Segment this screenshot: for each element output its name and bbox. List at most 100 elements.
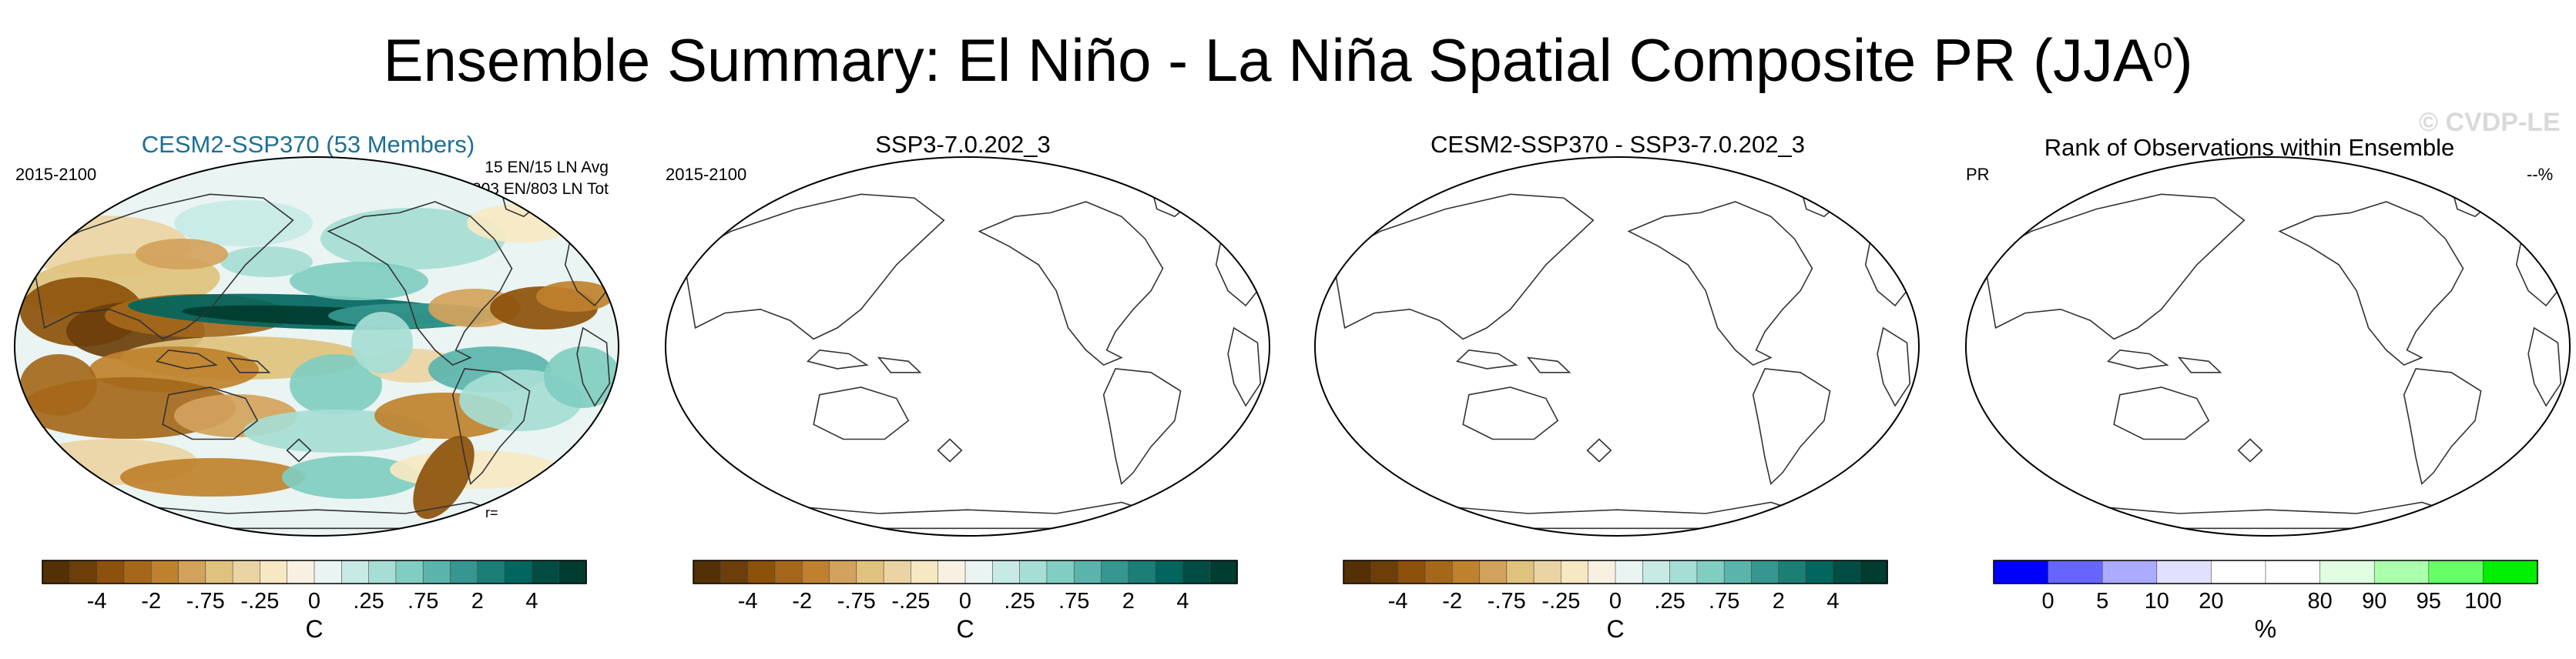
coastline-0 <box>978 201 1164 366</box>
panel-1-title: CESM2-SSP370 (53 Members) <box>141 131 475 158</box>
colorbar-tick-label-8: 4 <box>525 589 538 614</box>
colorbar-swatch-1 <box>1370 560 1399 584</box>
coastline-1 <box>451 368 531 485</box>
colorbar-swatch-5 <box>2265 560 2321 584</box>
coastline-3 <box>1983 193 2246 340</box>
coastline-6 <box>1455 349 1518 370</box>
colorbar-swatch-15 <box>450 560 478 584</box>
panel-3-map <box>1314 156 1920 537</box>
colorbar-tick-label-5: .25 <box>1004 589 1035 614</box>
colorbar-swatch-4 <box>2211 560 2266 584</box>
panel-4-percent-label: --% <box>2527 165 2554 184</box>
colorbar-swatch-10 <box>964 560 994 584</box>
colorbar-swatch-4 <box>801 560 830 584</box>
colorbar-tick-label-7: 100 <box>2464 589 2501 614</box>
map-field <box>1315 157 1919 536</box>
panel-3-title: CESM2-SSP370 - SSP3-7.0.202_3 <box>1431 131 1805 158</box>
colorbar-tick-label-4: 80 <box>2307 589 2332 614</box>
colorbar-swatch-3 <box>2156 560 2212 584</box>
coastline-1 <box>1102 368 1182 485</box>
colorbar-tick-label-3: -.25 <box>891 589 930 614</box>
colorbar-swatch-10 <box>1615 560 1644 584</box>
colorbar-tick-label-1: 5 <box>2096 589 2108 614</box>
colorbar-swatch-8 <box>1561 560 1589 584</box>
colorbar-swatch-11 <box>1642 560 1671 584</box>
colorbar-tick-label-7: 2 <box>1773 589 1785 614</box>
title-superscript: 0 <box>2152 35 2173 75</box>
colorbar-swatch-9 <box>287 560 315 584</box>
colorbar-tick-label-4: 0 <box>1609 589 1622 614</box>
colorbar-tick-label-5: .25 <box>353 589 384 614</box>
colorbar-swatch-0 <box>693 560 722 584</box>
coastline-8 <box>813 386 910 440</box>
colorbar-tick-label-6: .75 <box>1709 589 1739 614</box>
colorbar-swatch-16 <box>477 560 505 584</box>
colorbar-tick-label-2: -.75 <box>1488 589 1526 614</box>
field-blob-27 <box>282 456 421 499</box>
coastline-9 <box>2237 438 2263 463</box>
colorbar-swatch-11 <box>991 560 1021 584</box>
colorbar-swatch-13 <box>395 560 424 584</box>
coastline-9 <box>937 438 963 463</box>
colorbar-swatch-8 <box>260 560 288 584</box>
coastline-9 <box>1586 438 1612 463</box>
colorbar-swatch-0 <box>1993 560 2049 584</box>
panel-1-period-label: 2015-2100 <box>15 165 97 184</box>
colorbar-swatch-1 <box>69 560 98 584</box>
map-border <box>1965 156 2571 537</box>
field-blob-29 <box>220 246 313 277</box>
colorbar-swatch-19 <box>1209 560 1238 584</box>
colorbar-swatch-12 <box>368 560 397 584</box>
colorbar-swatch-13 <box>1696 560 1725 584</box>
colorbar-unit-label: % <box>2255 615 2276 643</box>
colorbar-swatch-16 <box>1778 560 1806 584</box>
map-field <box>15 157 619 536</box>
colorbar-swatch-15 <box>1751 560 1779 584</box>
colorbar-swatch-17 <box>504 560 533 584</box>
colorbar-swatch-5 <box>1479 560 1508 584</box>
coastline-7 <box>877 356 922 373</box>
colorbar-tick-label-7: 2 <box>1122 589 1135 614</box>
colorbar-tick-label-0: 0 <box>2042 589 2054 614</box>
colorbar-tick-label-4: 0 <box>308 589 320 614</box>
colorbar-swatch-19 <box>1860 560 1888 584</box>
colorbar-swatch-9 <box>1588 560 1616 584</box>
colorbar-swatch-1 <box>719 560 749 584</box>
map-background <box>1966 157 2570 536</box>
coastline-7 <box>1526 356 1571 373</box>
coastline-8 <box>1462 386 1559 440</box>
colorbar-swatch-1 <box>2048 560 2103 584</box>
colorbar-swatch-17 <box>1805 560 1834 584</box>
colorbar-tick-label-6: .75 <box>408 589 438 614</box>
colorbar-tick-label-0: -4 <box>738 589 758 614</box>
colorbar-swatch-19 <box>558 560 587 584</box>
colorbar-swatch-18 <box>1833 560 1861 584</box>
colorbar-swatch-18 <box>532 560 560 584</box>
colorbar-tick-label-5: 90 <box>2362 589 2386 614</box>
field-blob-33 <box>351 312 413 373</box>
colorbar-swatch-13 <box>1046 560 1075 584</box>
field-blob-28 <box>390 450 559 489</box>
colorbar-swatch-2 <box>747 560 776 584</box>
colorbar-frame <box>1343 560 1888 584</box>
colorbar-tick-label-7: 2 <box>471 589 484 614</box>
colorbar-swatch-6 <box>2319 560 2376 584</box>
colorbar-tick-label-3: -.25 <box>240 589 279 614</box>
panel-2-period-label: 2015-2100 <box>666 165 747 184</box>
colorbar-tick-label-1: -2 <box>792 589 812 614</box>
colorbar-swatch-18 <box>1182 560 1211 584</box>
colorbar-swatch-2 <box>1397 560 1426 584</box>
coastline-3 <box>32 193 294 340</box>
colorbar-swatch-2 <box>2101 560 2158 584</box>
field-blob-34 <box>413 435 475 520</box>
colorbar-swatch-5 <box>829 560 857 584</box>
coastline-6 <box>155 349 218 370</box>
colorbar-swatch-14 <box>422 560 451 584</box>
coastline-0 <box>327 201 513 366</box>
colorbar-unit-label: C <box>956 615 974 643</box>
coastline-1 <box>2403 368 2482 485</box>
colorbar-tick-label-0: -4 <box>1388 589 1408 614</box>
colorbar-swatch-17 <box>1155 560 1184 584</box>
field-blob-30 <box>136 239 228 269</box>
colorbar-tick-label-4: 0 <box>959 589 971 614</box>
